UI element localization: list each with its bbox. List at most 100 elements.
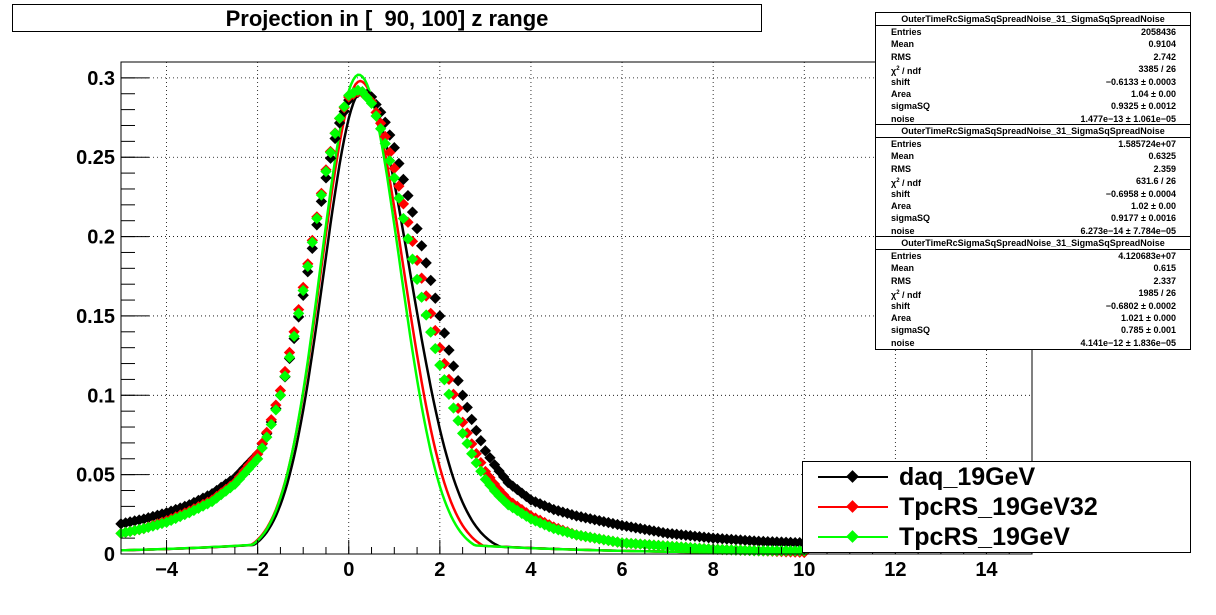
- stats-value: 4.120683e+07: [1118, 251, 1176, 261]
- stats-row: Entries 4.120683e+07: [876, 250, 1190, 262]
- stats-value: 2058436: [1140, 27, 1176, 37]
- data-point: [315, 189, 328, 201]
- data-point: [411, 273, 423, 286]
- stats-row: χ2 / ndf 631.6 / 26: [876, 175, 1190, 189]
- stats-key: noise: [891, 337, 915, 348]
- stats-row: noise 1.477e−13 ± 1.061e−05: [876, 113, 1190, 125]
- stats-key: sigmaSQ: [891, 213, 931, 224]
- data-point: [311, 219, 323, 231]
- y-tick-label: 0.2: [87, 227, 115, 249]
- stats-value: 0.9325 ± 0.0012: [1111, 101, 1176, 112]
- data-point: [283, 351, 296, 363]
- markers-layer: [115, 84, 810, 559]
- stats-value: 1.04 ± 0.00: [1131, 88, 1176, 99]
- stats-row: Mean 0.615: [876, 262, 1190, 274]
- stats-key: Entries: [891, 251, 922, 261]
- data-point: [470, 457, 482, 469]
- legend-entry-daq: daq_19GeV: [803, 462, 1190, 492]
- data-point: [324, 146, 337, 159]
- stats-row: Area 1.02 ± 0.00: [876, 200, 1190, 212]
- legend-entry-tpcrs: TpcRS_19GeV: [803, 522, 1190, 552]
- stats-value: −0.6133 ± 0.0003: [1105, 76, 1176, 87]
- stats-key: noise: [891, 225, 915, 236]
- stats-key: shift: [891, 300, 910, 311]
- stats-value: −0.6802 ± 0.0002: [1105, 300, 1176, 311]
- data-point: [406, 206, 419, 218]
- stats-row: shift −0.6802 ± 0.0002: [876, 300, 1190, 312]
- stats-key: Area: [891, 88, 912, 99]
- data-point: [297, 284, 309, 297]
- data-point: [320, 172, 332, 184]
- y-tick-label: 0: [104, 544, 115, 566]
- stats-key: shift: [891, 76, 910, 87]
- stats-row: RMS 2.337: [876, 275, 1190, 287]
- stats-key: Area: [891, 312, 912, 323]
- stats-row: RMS 2.359: [876, 163, 1190, 175]
- stats-row: Mean 0.6325: [876, 150, 1190, 162]
- data-point: [438, 374, 451, 386]
- data-point: [429, 342, 441, 355]
- stats-key-tail: / ndf: [899, 178, 922, 189]
- y-tick-label: 0.3: [87, 68, 115, 90]
- data-point: [388, 172, 400, 184]
- data-point: [256, 442, 268, 454]
- stats-key: RMS: [891, 275, 911, 286]
- data-point: [324, 152, 337, 164]
- data-point: [452, 415, 464, 427]
- data-point: [470, 424, 482, 437]
- data-point: [420, 309, 432, 321]
- data-point: [288, 330, 300, 342]
- plot-title: Projection in [ 90, 100] z range: [12, 4, 762, 32]
- data-point: [443, 388, 455, 400]
- stats-row: sigmaSQ 0.9177 ± 0.0016: [876, 212, 1190, 224]
- stats-key: Area: [891, 200, 912, 211]
- data-point: [415, 240, 428, 252]
- data-point: [333, 112, 346, 124]
- data-point: [452, 375, 464, 387]
- stats-row: Mean 0.9104: [876, 38, 1190, 50]
- stats-row: χ2 / ndf 3385 / 26: [876, 63, 1190, 77]
- y-tick-label: 0.05: [76, 465, 115, 487]
- y-tick-label: 0.25: [76, 147, 115, 169]
- stats-row: shift −0.6958 ± 0.0004: [876, 188, 1190, 200]
- stats-value: 2.359: [1153, 163, 1176, 174]
- data-point: [466, 448, 478, 460]
- data-point: [402, 233, 414, 245]
- stats-panel: OuterTimeRcSigmaSqSpreadNoise_31_SigmaSq…: [875, 124, 1191, 239]
- stats-value: 6.273e−14 ± 7.784e−05: [1080, 225, 1176, 236]
- data-point: [384, 155, 396, 167]
- stats-value: 3385 / 26: [1138, 64, 1176, 75]
- data-point: [447, 402, 460, 414]
- data-point: [466, 413, 478, 426]
- data-point: [311, 212, 323, 225]
- stats-key-symbol: χ: [891, 66, 897, 77]
- x-tick-label: 14: [975, 559, 998, 581]
- data-point: [279, 370, 291, 382]
- x-tick-label: 6: [616, 559, 627, 581]
- stats-key-tail: / ndf: [899, 66, 922, 77]
- legend-entry-tpcrs-32: TpcRS_19GeV32: [803, 492, 1190, 522]
- stats-value: 1.585724e+07: [1118, 139, 1176, 149]
- stats-value: 1.021 ± 0.000: [1121, 312, 1176, 323]
- stats-key: Entries: [891, 27, 922, 37]
- stats-key: χ2 / ndf: [891, 287, 921, 301]
- data-point: [420, 257, 432, 269]
- stats-key-symbol: χ: [891, 290, 897, 301]
- stats-value: 2.742: [1153, 51, 1176, 62]
- data-point: [306, 242, 318, 254]
- data-point: [320, 165, 332, 178]
- stats-row: Entries 1.585724e+07: [876, 138, 1190, 150]
- stats-row: Area 1.04 ± 0.00: [876, 88, 1190, 100]
- stats-row: sigmaSQ 0.9325 ± 0.0012: [876, 100, 1190, 112]
- stats-value: 4.141e−12 ± 1.836e−05: [1080, 337, 1176, 348]
- data-point: [292, 307, 305, 320]
- x-tick-label: 10: [793, 559, 815, 581]
- data-point: [415, 291, 428, 303]
- stats-value: 0.785 ± 0.001: [1121, 325, 1176, 336]
- x-tick-label: −4: [155, 559, 179, 581]
- stats-key-superscript: 2: [896, 290, 900, 297]
- stats-key: Entries: [891, 139, 922, 149]
- y-tick-label: 0.1: [87, 385, 115, 407]
- data-point: [434, 359, 446, 371]
